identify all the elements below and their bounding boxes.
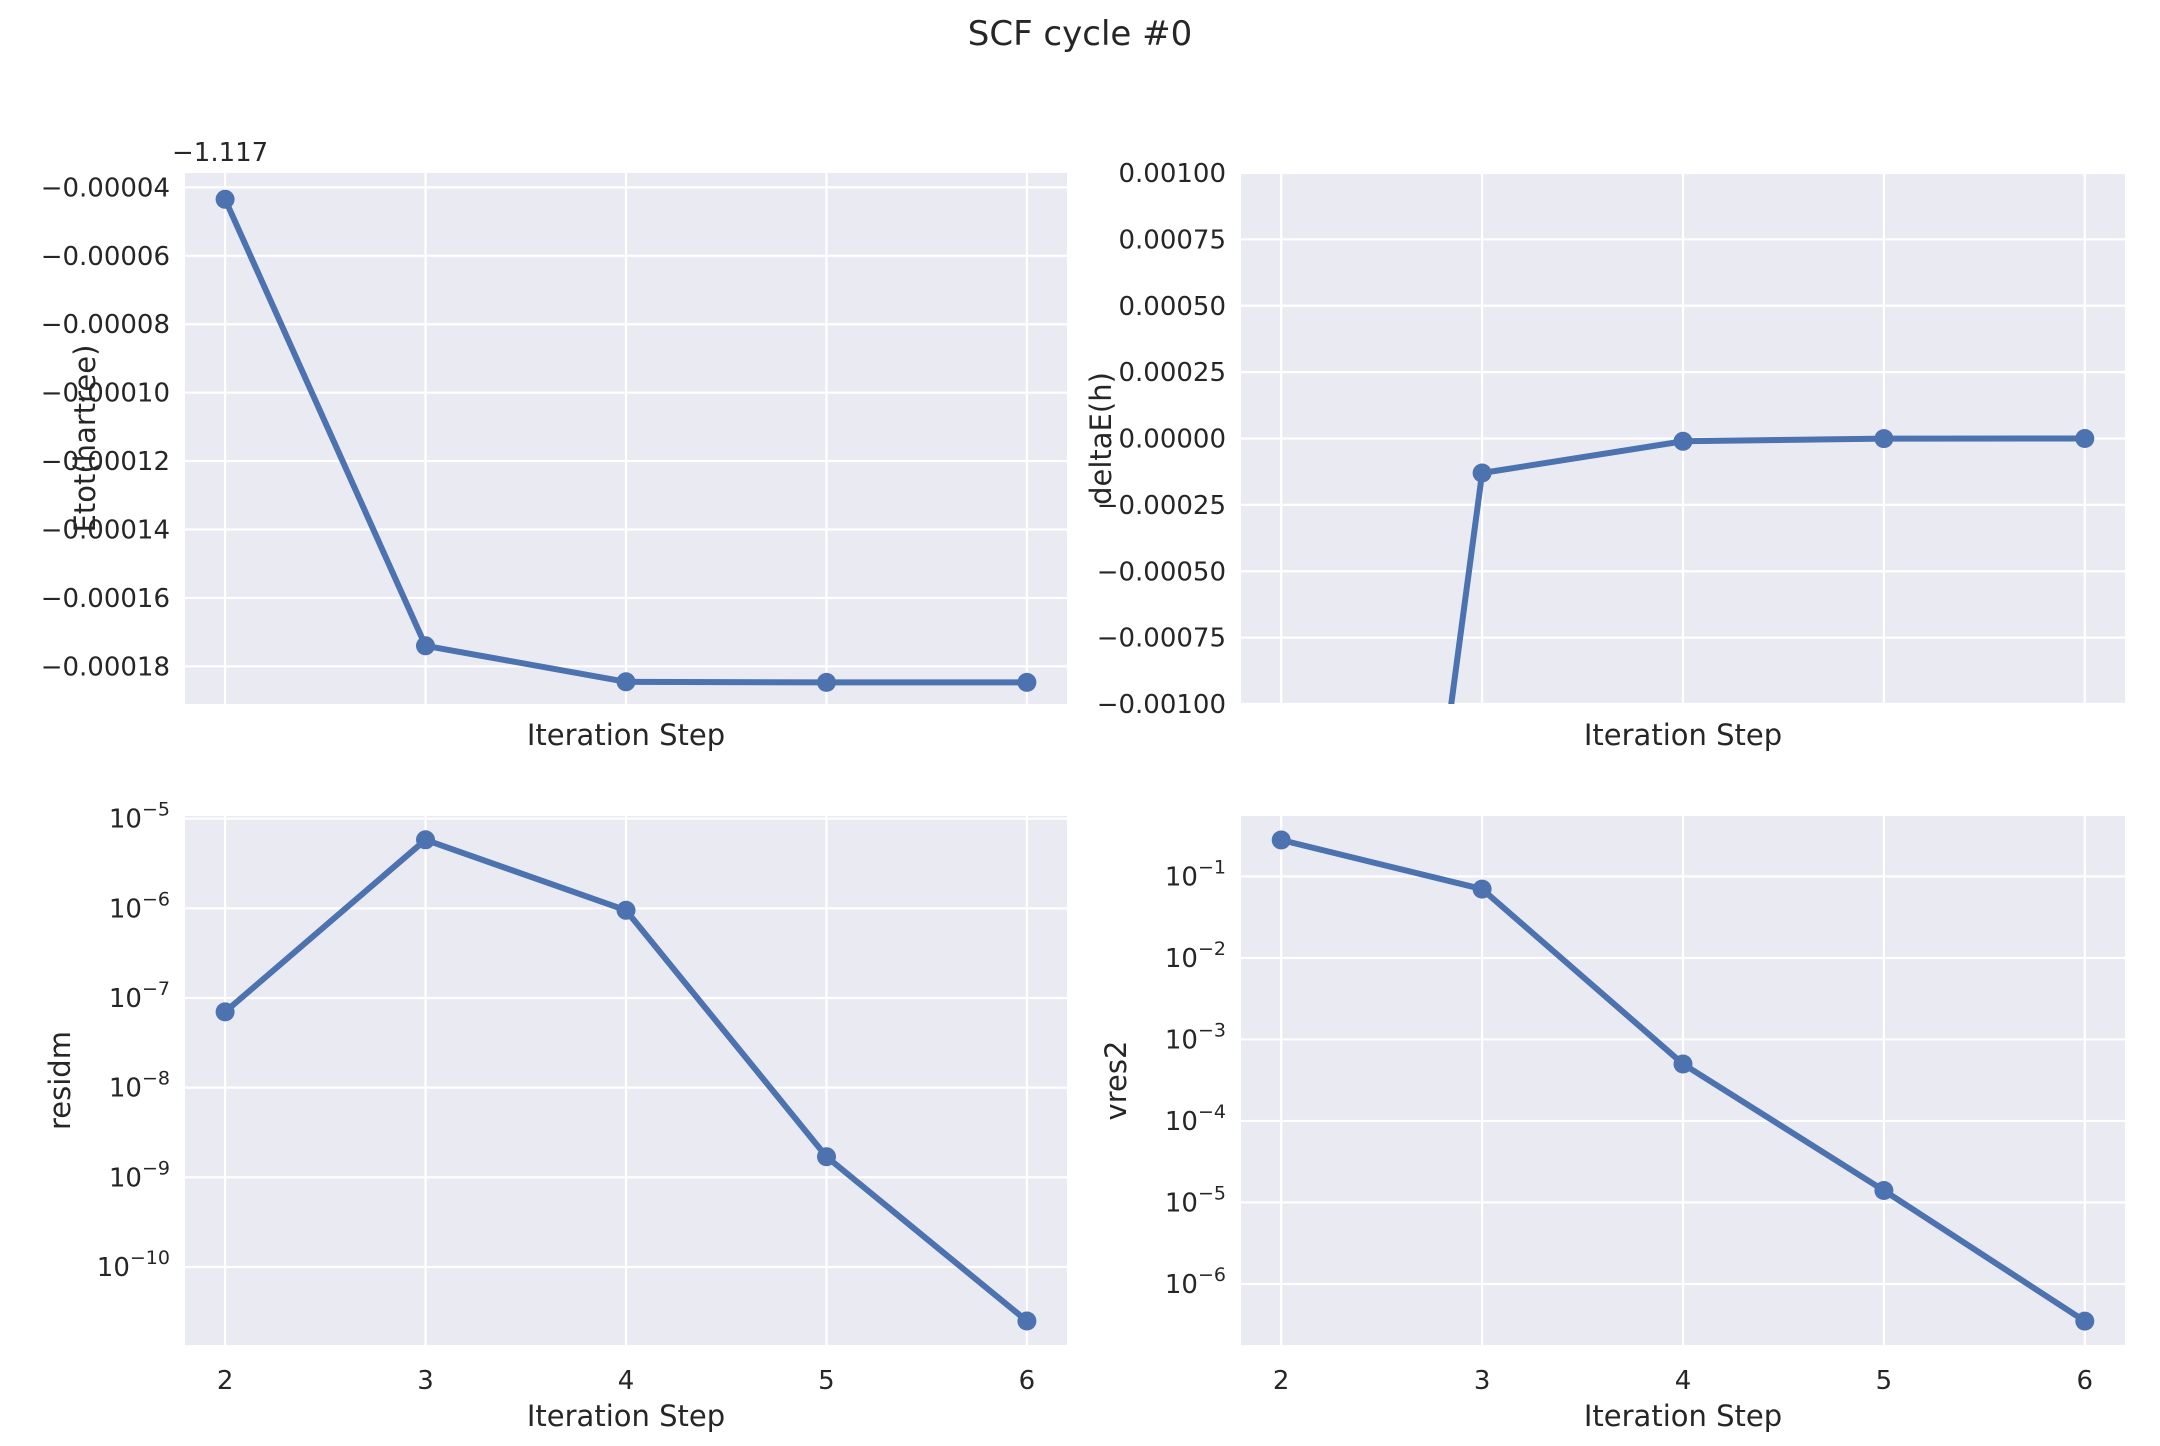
y-tick-label: −0.00016 xyxy=(41,584,170,614)
y-tick-label: 10−8 xyxy=(109,1068,170,1104)
x-tick-label: 4 xyxy=(1675,1366,1692,1396)
y-tick-label: −0.00010 xyxy=(41,379,170,409)
subplot-vres2: 10−1 10−2 10−3 10−4 10−5 10−6 2 3 4 5 6 Iteration S… xyxy=(1099,816,2125,1433)
data-point xyxy=(1017,672,1037,692)
y-tick-label: 10−6 xyxy=(109,888,170,924)
y-tick-label: −0.00025 xyxy=(1097,491,1226,521)
data-point xyxy=(215,189,235,209)
y-tick-label: 0.00100 xyxy=(1118,159,1226,189)
y-tick-label: 0.00075 xyxy=(1118,225,1226,255)
y-tick-label: −0.00050 xyxy=(1097,557,1226,587)
x-tick-label: 2 xyxy=(1273,1366,1290,1396)
x-axis-label: Iteration Step xyxy=(1584,1399,1782,1433)
x-tick-label: 6 xyxy=(2077,1366,2094,1396)
data-point xyxy=(215,1002,235,1022)
data-point xyxy=(416,830,435,850)
y-tick-label: 10−5 xyxy=(109,799,170,835)
data-point xyxy=(1017,1311,1037,1331)
data-point xyxy=(616,900,636,920)
data-point xyxy=(616,672,636,692)
y-axis-offset-text: −1.117 xyxy=(172,138,268,168)
data-point xyxy=(1874,1181,1894,1200)
y-tick-label: 10−9 xyxy=(109,1157,170,1193)
x-axis-label: Iteration Step xyxy=(527,1399,725,1433)
data-point xyxy=(1673,1054,1693,1074)
y-tick-label: 10−1 xyxy=(1165,856,1226,892)
data-point xyxy=(1472,463,1492,483)
y-axis-label: vres2 xyxy=(1099,1041,1133,1121)
y-tick-label: 10−2 xyxy=(1165,938,1226,974)
x-tick-label: 5 xyxy=(818,1366,835,1396)
y-tick-label: 10−10 xyxy=(97,1247,170,1283)
y-tick-label: 0.00000 xyxy=(1118,425,1226,455)
data-point xyxy=(817,672,836,692)
y-tick-label: 10−4 xyxy=(1165,1101,1226,1137)
y-tick-label: 10−5 xyxy=(1165,1182,1226,1218)
x-tick-label: 4 xyxy=(618,1366,635,1396)
figure-title: SCF cycle #0 xyxy=(967,14,1193,54)
x-tick-label: 3 xyxy=(417,1366,434,1396)
data-point xyxy=(2075,1311,2095,1331)
data-point xyxy=(416,636,435,656)
data-point xyxy=(1271,830,1291,850)
y-tick-label: −0.00100 xyxy=(1097,690,1226,720)
y-axis-label: deltaE(h) xyxy=(1084,372,1118,505)
x-tick-label: 2 xyxy=(217,1366,234,1396)
y-axis-label: residm xyxy=(43,1031,77,1130)
y-tick-label: −0.00004 xyxy=(41,173,170,203)
data-point xyxy=(1673,431,1693,451)
y-tick-label: 0.00050 xyxy=(1118,292,1226,322)
y-tick-label: −0.00008 xyxy=(41,310,170,340)
y-tick-label: 0.00025 xyxy=(1118,358,1226,388)
y-tick-label: −0.00018 xyxy=(41,652,170,682)
y-tick-label: −0.00012 xyxy=(41,447,170,477)
y-tick-label: 10−6 xyxy=(1165,1264,1226,1300)
y-tick-label: −0.00006 xyxy=(41,242,170,272)
x-axis-label: Iteration Step xyxy=(527,718,725,752)
data-point xyxy=(817,1147,836,1167)
y-tick-label: −0.00075 xyxy=(1097,624,1226,654)
x-tick-label: 3 xyxy=(1474,1366,1491,1396)
y-tick-label: 10−3 xyxy=(1165,1019,1226,1055)
data-point xyxy=(2075,429,2095,448)
data-point xyxy=(1874,429,1894,449)
y-axis-label: Etot(hartree) xyxy=(68,345,102,533)
subplot-residm: 10−5 10−6 10−7 10−8 10−9 10−10 2 3 4 5 6 Iteration … xyxy=(43,799,1067,1433)
y-tick-label: 10−7 xyxy=(109,978,170,1014)
x-tick-label: 6 xyxy=(1019,1366,1036,1396)
subplot-deltaE: 0.00100 0.00075 0.00050 0.00025 0.00000 −0.00… xyxy=(1084,159,2125,752)
x-tick-label: 5 xyxy=(1876,1366,1893,1396)
x-axis-label: Iteration Step xyxy=(1584,718,1782,752)
subplot-etot: −0.00004 −0.00006 −0.00008 −0.00010 −0.00012… xyxy=(41,138,1067,752)
data-point xyxy=(1472,879,1492,899)
y-tick-label: −0.00014 xyxy=(41,516,170,546)
